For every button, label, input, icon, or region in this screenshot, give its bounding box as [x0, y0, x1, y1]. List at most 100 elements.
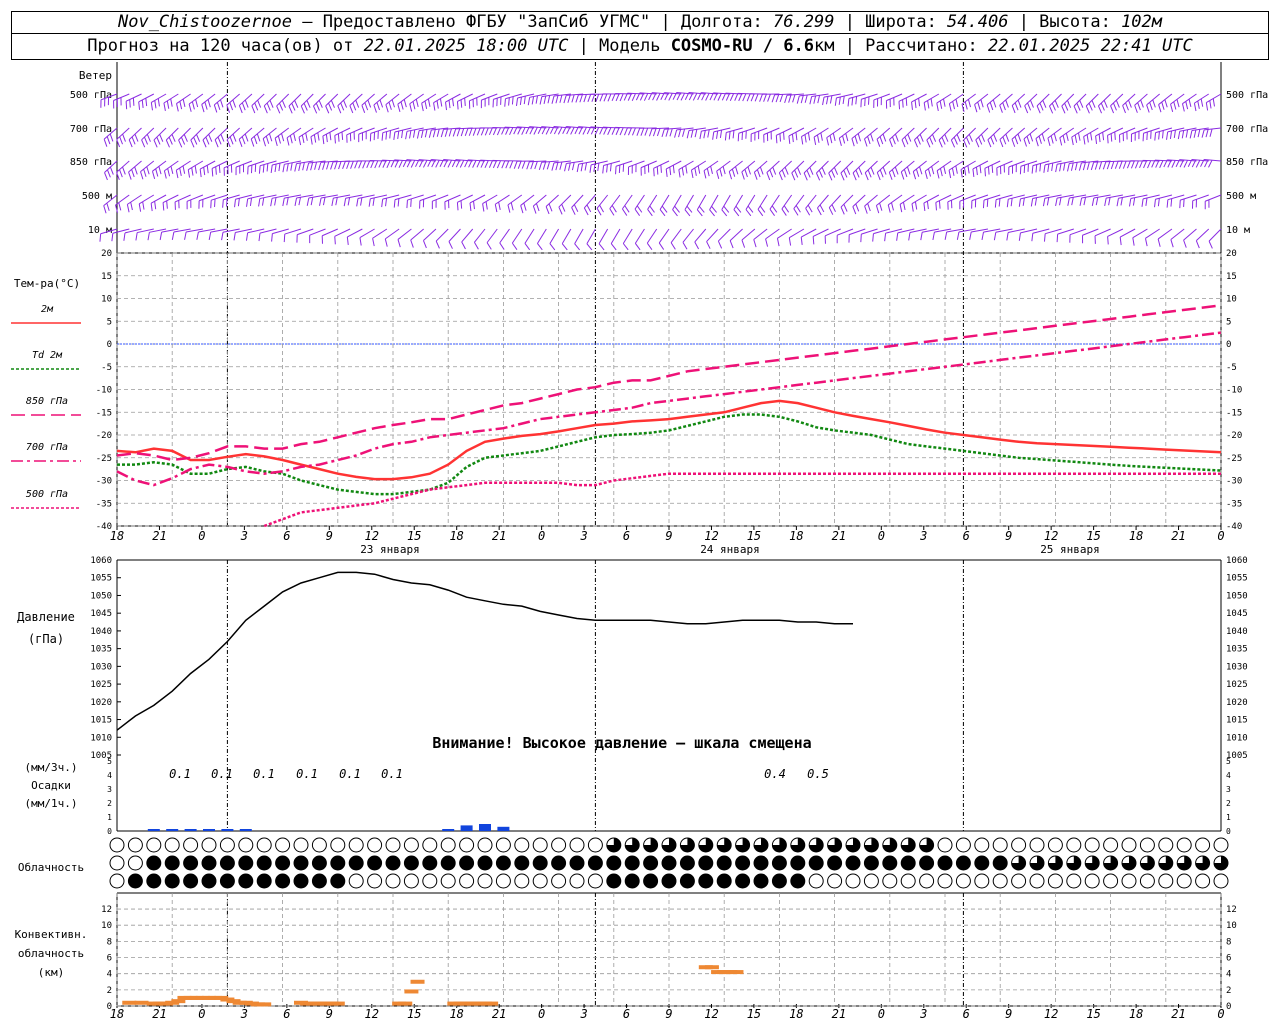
wind-barb: [138, 93, 155, 110]
cloud-circle-outline: [477, 837, 493, 853]
wind-barb: [1166, 194, 1185, 208]
wind-barb-feather: [571, 162, 575, 171]
time-axis-hour-label: 18: [449, 1007, 463, 1021]
wind-barb-feather: [553, 126, 559, 135]
cloud-circle-outline: [1029, 873, 1045, 889]
wind-barb-shaft: [1094, 228, 1111, 237]
wind-barb-feather: [379, 99, 384, 108]
wind-barb: [562, 126, 584, 135]
wind-barb-feather: [1114, 131, 1116, 140]
wind-barb-shaft: [791, 160, 805, 174]
wind-barb: [1128, 194, 1148, 207]
wind-barb-feather: [813, 137, 817, 146]
wind-barb: [753, 160, 768, 180]
wind-barb-feather: [1164, 99, 1168, 108]
time-axis-hour-label: 0: [538, 1007, 545, 1021]
wind-barb-feather: [963, 167, 967, 176]
wind-barb-shaft: [983, 228, 1001, 233]
cloud-cover-circle: [1158, 855, 1174, 871]
pressure-ytick-right: 1030: [1226, 662, 1248, 672]
wind-barb-feather: [99, 233, 102, 242]
wind-barb-shaft: [103, 194, 118, 206]
wind-barb-feather: [183, 134, 188, 142]
wind-barb-feather: [1126, 160, 1131, 169]
cloud-circle-fill: [790, 856, 805, 870]
wind-barb-shaft: [959, 194, 976, 202]
wind-barb-feather: [1193, 129, 1197, 138]
cloud-circle-outline: [275, 837, 291, 853]
wind-barb-shaft: [676, 92, 694, 95]
time-axis-hour-label: 0: [198, 1007, 205, 1021]
wind-barb-shaft: [566, 126, 584, 129]
cloud-circle-fill: [330, 874, 345, 888]
wind-barb: [176, 93, 191, 112]
wind-barb-shaft: [651, 127, 670, 130]
wind-barb-shaft: [112, 228, 130, 234]
cloud-cover-circle: [1103, 837, 1119, 853]
wind-barb-shaft: [1119, 228, 1136, 238]
wind-barb-feather: [286, 163, 289, 172]
wind-barb-feather: [1122, 105, 1126, 114]
wind-barb-shaft: [103, 127, 118, 140]
precip-ytick-right: 3: [1226, 785, 1231, 794]
cloud-cover-circle: [1103, 855, 1119, 871]
wind-barb: [1043, 160, 1062, 173]
wind-barb-feather: [776, 238, 780, 247]
wind-barb: [409, 93, 424, 112]
wind-barb-feather: [258, 198, 261, 207]
wind-barb-feather: [967, 99, 972, 108]
wind-barb-feather: [851, 97, 854, 106]
wind-barb: [1177, 127, 1197, 140]
wind-barb-feather: [1074, 162, 1078, 171]
wind-barb-feather: [1205, 129, 1209, 138]
time-axis-hour-label: 0: [538, 529, 545, 543]
wind-barb: [233, 228, 253, 241]
cloud-circle-outline: [164, 837, 180, 853]
wind-barb: [162, 194, 179, 211]
wind-barb-feather: [1030, 100, 1034, 108]
wind-barb-shaft: [1110, 93, 1124, 107]
precip-unit-3h: (мм/3ч.): [25, 761, 78, 774]
wind-barb-shaft: [1180, 194, 1197, 201]
wind-barb-feather: [627, 93, 632, 101]
cloud-cover-circle: [624, 855, 640, 871]
wind-barb-feather: [956, 231, 960, 240]
wind-barb: [369, 127, 388, 142]
wind-barb: [1175, 159, 1197, 168]
time-axis-hour-label: 12: [704, 529, 718, 543]
wind-barb-feather: [440, 129, 445, 138]
wind-barb-shaft: [1085, 93, 1099, 107]
wind-barb-feather: [603, 127, 608, 135]
wind-barb-feather: [1183, 239, 1187, 248]
wind-barb-feather: [167, 168, 171, 177]
cloud-circle-fill: [238, 874, 253, 888]
wind-barb-shaft: [553, 160, 571, 164]
wind-barb-feather: [276, 105, 281, 114]
wind-barb-feather: [796, 95, 800, 104]
wind-barb-feather: [1010, 198, 1013, 207]
wind-barb-feather: [723, 205, 730, 213]
wind-barb-feather: [366, 160, 371, 169]
cloud-cover-circle: [808, 855, 824, 871]
cloud-circle-fill: [662, 874, 676, 888]
time-axis-hour-label: 3: [579, 1007, 587, 1021]
wind-barb-feather: [521, 127, 526, 135]
wind-barb: [610, 228, 621, 251]
time-axis-hour-label: 18: [449, 529, 463, 543]
wind-barb: [1031, 228, 1050, 242]
wind-barb-feather: [106, 136, 111, 145]
wind-barb-feather: [1097, 105, 1103, 114]
wind-barb-feather: [750, 93, 755, 102]
wind-barb: [574, 126, 596, 135]
wind-barb: [115, 194, 130, 213]
wind-barb-feather: [455, 159, 461, 168]
time-axis-hour-label: 6: [963, 529, 970, 543]
precip-ytick-left: 3: [107, 785, 112, 794]
cloud-cover-circle: [403, 837, 419, 853]
wind-barb-shaft: [286, 127, 302, 139]
wind-barb-feather: [913, 139, 918, 148]
cloud-circle-partial: [1214, 856, 1228, 870]
wind-barb-shaft: [726, 127, 743, 134]
wind-barb: [788, 228, 805, 246]
wind-barb-feather: [476, 159, 481, 168]
